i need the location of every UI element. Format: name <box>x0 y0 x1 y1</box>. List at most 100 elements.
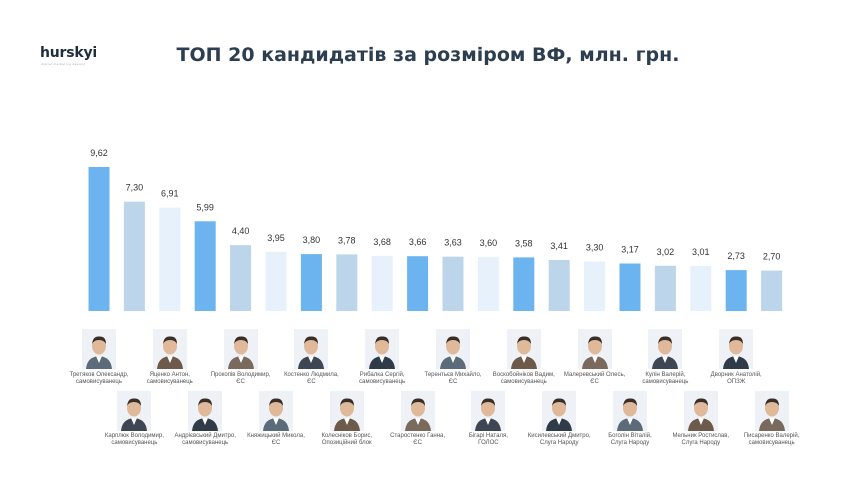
candidate-name: Карплюк Володимир, <box>104 433 164 439</box>
value-label-14: 3,41 <box>550 241 568 251</box>
person-photo-icon <box>223 329 258 369</box>
candidate-party: самовисуванець <box>359 379 406 385</box>
candidate-caption-13: Воскобойніков Вадим, самовисуванець <box>482 372 566 386</box>
value-label-4: 5,99 <box>196 202 214 212</box>
value-label-13: 3,58 <box>515 238 533 248</box>
candidate-name: Писаренко Валерій, <box>743 433 800 439</box>
candidate-party: ЄС <box>413 440 422 446</box>
person-photo-icon <box>259 391 293 431</box>
value-label-18: 3,01 <box>692 247 710 257</box>
candidate-caption-9: Рибалка Сергій, самовисуванець <box>340 372 424 386</box>
candidate-name: Старостенко Ганна, <box>390 433 446 439</box>
person-photo-icon <box>436 329 470 369</box>
candidate-party: ЄС <box>307 379 316 385</box>
bar-16 <box>619 263 641 311</box>
bar-15 <box>584 261 606 311</box>
value-label-11: 3,63 <box>444 238 462 248</box>
candidate-party: Слуга Народу <box>539 440 579 446</box>
bar-10 <box>407 256 429 311</box>
person-photo-icon <box>754 391 789 431</box>
value-label-16: 3,17 <box>621 245 639 255</box>
candidate-caption-18: Мельник Ростислав, Слуга Народу <box>659 433 743 447</box>
candidate-party: самовисуванець <box>748 440 795 446</box>
candidate-name: Третяков Олександр, <box>69 372 129 378</box>
value-label-17: 3,02 <box>657 247 675 257</box>
value-label-1: 9,62 <box>90 148 108 158</box>
candidate-party: ЄС <box>448 379 458 385</box>
person-photo-icon <box>152 329 187 369</box>
value-label-6: 3,95 <box>267 233 285 243</box>
bar-2 <box>123 201 145 311</box>
candidate-party: Слуга Народу <box>610 440 650 446</box>
candidate-name: Костенко Людмила, <box>284 372 339 378</box>
bar-3 <box>159 207 181 311</box>
person-photo-icon <box>577 329 612 369</box>
person-photo-icon <box>613 391 647 431</box>
candidate-party: самовисуванець <box>75 379 122 385</box>
candidate-caption-8: Колесніков Борис, Опозиційний блок <box>305 433 389 447</box>
bar-6 <box>265 251 287 311</box>
candidate-party: ОПЗЖ <box>727 379 746 385</box>
candidate-caption-19: Дворник Анатолій, ОПЗЖ <box>694 372 778 386</box>
candidate-party: ГОЛОС <box>478 440 499 446</box>
person-photo-icon <box>683 391 718 431</box>
candidate-caption-17: Кулін Валерій, самовисуванець <box>623 372 707 386</box>
chart-title: ТОП 20 кандидатів за розміром ВФ, млн. г… <box>176 44 680 66</box>
person-photo-icon <box>117 391 152 431</box>
bar-5 <box>230 245 252 311</box>
candidate-name: Кулін Валерій, <box>645 372 686 378</box>
candidate-party: самовисуванець <box>500 379 547 385</box>
candidate-name: Дворник Анатолій, <box>710 372 762 378</box>
value-label-8: 3,78 <box>338 235 356 245</box>
person-photo-icon <box>82 329 116 369</box>
candidate-party: самовисуванець <box>111 440 158 446</box>
candidate-name: Боголін Віталій, <box>608 433 652 439</box>
value-label-9: 3,68 <box>373 237 391 247</box>
person-photo-icon <box>648 329 683 369</box>
candidate-name: Малеревський Олесь, <box>563 372 626 378</box>
value-label-3: 6,91 <box>161 189 179 199</box>
person-photo-icon <box>542 391 577 431</box>
person-photo-icon <box>188 391 223 431</box>
value-label-2: 7,30 <box>126 183 144 193</box>
person-photo-icon <box>719 329 754 369</box>
candidate-caption-2: Карплюк Володимир, самовисуванець <box>92 433 176 447</box>
candidate-caption-5: Прокопів Володимир, ЄС <box>199 372 283 386</box>
candidate-party: ЄС <box>271 440 281 446</box>
candidate-party: ЄС <box>236 379 245 385</box>
bar-17 <box>654 265 676 311</box>
person-photo-icon <box>329 391 364 431</box>
candidate-caption-15: Малеревський Олесь, ЄС <box>553 372 637 386</box>
candidate-caption-12: Бігарі Наталя, ГОЛОС <box>446 433 530 447</box>
candidate-party: ЄС <box>590 379 599 385</box>
brand-logo: hurskyi <box>40 45 98 61</box>
candidate-caption-7: Костенко Людмила, ЄС <box>269 372 353 386</box>
candidate-caption-6: Княжицький Микола, ЄС <box>234 433 318 447</box>
candidate-name: Княжицький Микола, <box>247 433 305 439</box>
value-label-10: 3,66 <box>409 237 427 247</box>
person-photo-icon <box>506 329 541 369</box>
candidate-name: Кисилевський Дмитро, <box>527 433 591 439</box>
candidate-name: Прокопів Володимир, <box>210 372 271 378</box>
value-label-19: 2,73 <box>727 251 745 261</box>
person-photo-icon <box>471 391 506 431</box>
bar-7 <box>300 254 322 311</box>
candidate-caption-3: Яценко Антон, самовисуванець <box>128 372 212 386</box>
candidate-name: Терентьєв Михайло, <box>424 372 482 378</box>
person-photo-icon <box>365 329 400 369</box>
candidate-name: Рибалка Сергій, <box>359 372 405 378</box>
candidate-name: Бігарі Наталя, <box>468 433 508 439</box>
candidate-caption-1: Третяков Олександр, самовисуванець <box>57 372 141 386</box>
value-label-15: 3,30 <box>586 243 604 253</box>
value-label-5: 4,40 <box>232 226 250 236</box>
bar-13 <box>513 257 535 311</box>
candidate-name: Андрієвський Дмитро, <box>174 433 236 439</box>
candidate-party: самовисуванець <box>642 379 689 385</box>
candidate-name: Яценко Антон, <box>149 372 190 378</box>
bar-1 <box>88 167 110 311</box>
bar-4 <box>194 221 216 311</box>
candidate-caption-16: Боголін Віталій, Слуга Народу <box>588 433 672 447</box>
candidate-party: самовисуванець <box>182 440 229 446</box>
value-label-20: 2,70 <box>763 252 781 262</box>
